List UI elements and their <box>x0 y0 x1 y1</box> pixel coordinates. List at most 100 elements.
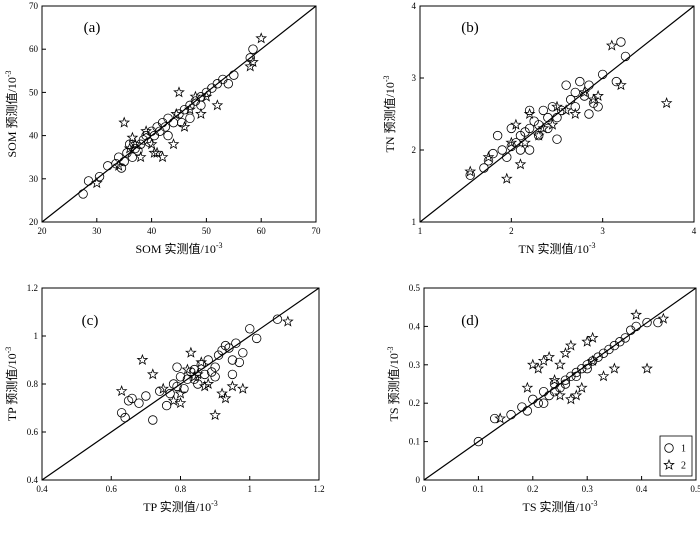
legend-label: 2 <box>681 461 686 472</box>
data-point-circle <box>571 371 582 382</box>
data-point-circle <box>582 363 592 374</box>
data-point-star <box>532 129 545 141</box>
data-point-circle <box>506 410 516 420</box>
data-point-circle <box>560 379 571 389</box>
legend-star-marker <box>663 458 675 470</box>
x-tick-label: 70 <box>312 226 322 236</box>
data-point-circle <box>479 163 489 173</box>
data-point-circle <box>123 396 134 406</box>
one-to-one-line <box>419 5 695 223</box>
x-tick-label: 0.8 <box>175 484 187 494</box>
data-point-circle <box>161 400 172 411</box>
data-point-circle <box>134 398 144 408</box>
legend-box <box>659 435 693 477</box>
data-point-star <box>184 103 196 115</box>
data-point-star <box>586 354 599 366</box>
data-point-circle <box>220 340 231 351</box>
plot-frame <box>423 287 697 481</box>
panel-label: (b) <box>461 20 479 36</box>
data-point-star <box>123 142 136 154</box>
data-point-circle <box>223 79 234 89</box>
data-point-circle <box>483 156 494 166</box>
data-point-circle <box>533 398 543 408</box>
data-point-circle <box>561 80 571 90</box>
data-point-star <box>134 151 147 163</box>
y-tick-label: 3 <box>412 73 417 83</box>
data-point-circle <box>189 374 200 384</box>
data-point-circle <box>538 398 549 408</box>
data-point-star <box>236 382 249 394</box>
data-point-star <box>560 104 572 116</box>
data-point-star <box>575 381 588 393</box>
data-point-star <box>569 107 582 119</box>
y-tick-label: 0.3 <box>409 360 421 370</box>
data-point-circle <box>522 406 533 416</box>
data-point-circle <box>141 391 151 401</box>
data-point-star <box>173 86 185 98</box>
data-point-circle <box>163 130 173 141</box>
y-axis-unit-exponent: -3 <box>386 346 395 353</box>
data-point-circle <box>556 105 567 116</box>
data-point-star <box>565 339 577 351</box>
data-point-circle <box>163 113 173 124</box>
y-tick-label: 1 <box>34 331 39 341</box>
data-point-circle <box>611 76 622 87</box>
data-point-circle <box>229 70 239 80</box>
panel-label: (d) <box>461 313 479 329</box>
data-point-circle <box>620 333 630 343</box>
x-tick-label: 1.2 <box>313 484 324 494</box>
data-point-star <box>181 363 194 375</box>
data-point-circle <box>506 123 517 134</box>
y-tick-label: 0.6 <box>27 427 39 437</box>
data-point-star <box>570 389 583 401</box>
data-point-circle <box>515 145 526 155</box>
data-point-circle <box>206 367 217 377</box>
x-tick-label: 50 <box>202 226 212 236</box>
data-point-circle <box>196 360 206 370</box>
data-point-star <box>537 354 550 366</box>
data-point-circle <box>497 145 507 155</box>
x-axis-unit-exponent: -3 <box>589 241 596 250</box>
data-point-circle <box>543 112 553 123</box>
data-point-star <box>195 107 207 119</box>
data-point-circle <box>210 362 220 372</box>
plot-frame <box>41 5 317 223</box>
panel-b: 1 2 3 4 1 2 3 4 (b) TN 实测值/10-3 TN 预测值/10-3 <box>382 1 697 256</box>
data-point-circle <box>524 123 535 134</box>
data-point-circle <box>502 152 512 162</box>
data-point-star <box>188 370 201 382</box>
data-point-star <box>630 308 643 320</box>
y-tick-label: 0.1 <box>409 437 420 447</box>
data-point-circle <box>227 369 238 380</box>
y-tick-label: 4 <box>412 1 417 11</box>
data-point-circle <box>193 379 203 389</box>
y-axis-unit-exponent: -3 <box>382 75 391 82</box>
data-point-circle <box>465 170 475 180</box>
data-point-circle <box>492 130 503 141</box>
data-point-circle <box>172 362 182 372</box>
data-point-circle <box>631 321 641 332</box>
data-point-circle <box>116 408 127 418</box>
data-point-circle <box>543 123 553 134</box>
data-point-circle <box>217 345 227 356</box>
data-point-star <box>167 394 180 406</box>
data-point-star <box>174 387 187 399</box>
y-axis-unit-exponent: -3 <box>4 70 13 77</box>
data-point-star <box>526 358 539 370</box>
x-tick-label: 1 <box>418 226 423 236</box>
data-point-circle <box>127 393 137 404</box>
y-axis-unit-exponent: -3 <box>4 347 13 354</box>
y-tick-label: 0.4 <box>27 475 39 485</box>
data-point-star <box>657 312 670 324</box>
data-point-circle <box>473 436 484 447</box>
data-point-star <box>641 362 653 374</box>
data-point-star <box>226 380 239 392</box>
data-point-circle <box>210 372 220 382</box>
data-point-star <box>126 131 139 143</box>
data-point-circle <box>94 171 105 182</box>
panel-a: 20 30 40 50 60 70 20 30 40 50 60 70 (a) SOM 实测值/10-3 S… <box>4 1 321 256</box>
panel-label: (a) <box>84 20 101 36</box>
data-point-star <box>482 151 495 163</box>
x-axis-title: TP 实测值/10-3 <box>143 499 218 514</box>
data-point-star <box>129 138 142 150</box>
